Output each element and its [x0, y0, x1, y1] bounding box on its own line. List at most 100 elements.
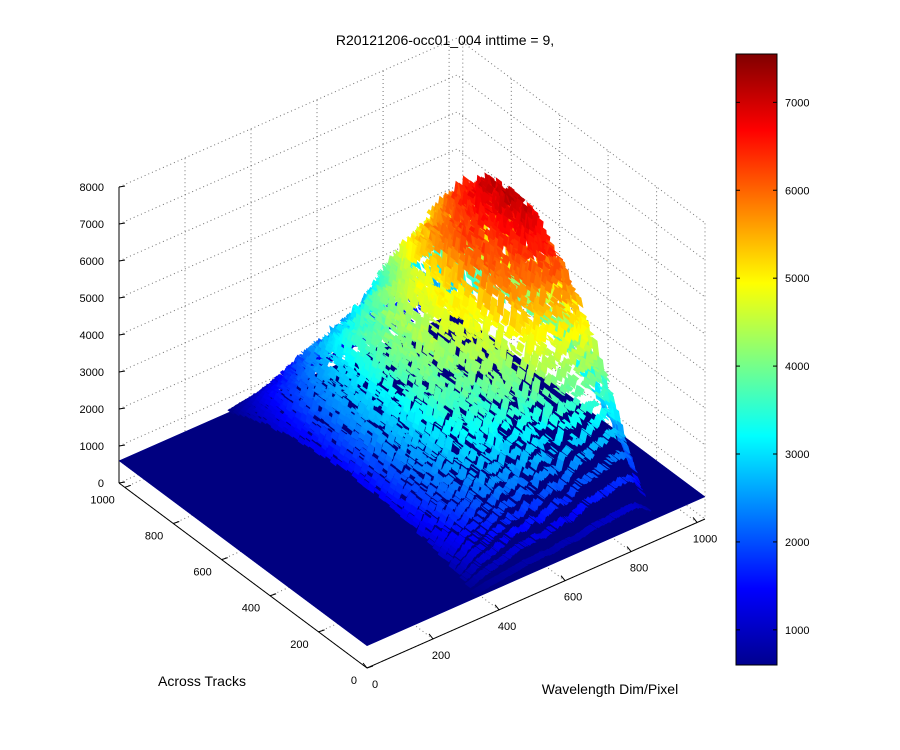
surface-cell	[485, 208, 493, 214]
y-tick-mark	[221, 557, 228, 561]
surface-cell	[386, 286, 395, 301]
surface-cell	[420, 387, 430, 393]
surface-cell	[254, 415, 263, 424]
colorbar-tick-label: 6000	[785, 185, 809, 197]
surface-cell	[395, 419, 404, 428]
z-tick-label: 6000	[80, 256, 104, 268]
surface-cell	[378, 470, 388, 477]
surface-cell	[414, 398, 424, 404]
surface-cell	[325, 377, 334, 385]
surface-cell	[378, 433, 387, 444]
z-tick-mark	[118, 259, 126, 262]
surface-cell	[356, 472, 366, 486]
surface-cell	[323, 358, 334, 364]
surface-cell	[404, 432, 413, 446]
surface-cell	[310, 433, 319, 443]
surface-cell	[465, 284, 474, 293]
z-tick-mark	[118, 481, 126, 484]
colorbar-gradient	[735, 53, 778, 666]
surface-cell	[311, 352, 319, 358]
surface-cell	[443, 333, 452, 341]
surface-cell	[385, 374, 394, 389]
surface-cell	[458, 334, 467, 342]
surface-cell	[283, 388, 292, 397]
y-tick-label: 0	[351, 675, 357, 687]
surface-cell	[464, 326, 473, 336]
colorbar-tick-label: 1000	[785, 625, 809, 637]
surface-cell	[391, 440, 399, 448]
surface-cell	[273, 384, 281, 390]
x-tick-label: 200	[432, 650, 450, 662]
z-tick-mark	[118, 444, 126, 447]
colorbar-tick-label: 2000	[785, 537, 809, 549]
z-tick-mark	[118, 333, 126, 336]
surface-cell	[366, 466, 375, 474]
surface-cell	[422, 260, 432, 275]
y-tick-label: 600	[193, 567, 211, 579]
surface-cell	[274, 388, 283, 395]
surface-cell	[389, 385, 398, 394]
surface-cell	[273, 405, 282, 413]
surface-cell	[379, 342, 389, 348]
y-tick-label: 1000	[90, 494, 114, 506]
y-tick-label: 400	[242, 603, 260, 615]
y-axis-label: Across Tracks	[158, 673, 246, 689]
surface-cell	[398, 384, 408, 390]
surface-cell	[388, 447, 398, 453]
surface-cell	[539, 321, 548, 344]
surface-cell	[421, 243, 430, 259]
x-tick-label: 400	[498, 621, 516, 633]
surface-cell	[426, 243, 435, 252]
surface-cell	[390, 375, 400, 381]
surface-cell	[385, 452, 394, 464]
surface-cell	[290, 368, 299, 375]
z-tick-label: 4000	[80, 330, 104, 342]
surface-cell	[337, 388, 346, 397]
surface-cell	[437, 348, 446, 359]
surface-cell	[417, 376, 426, 382]
surface-cell	[425, 273, 435, 286]
surface-cell	[469, 292, 478, 301]
x-tick-label: 0	[372, 679, 378, 691]
z-tick-label: 2000	[80, 404, 104, 416]
surface-cell	[434, 368, 444, 374]
surface-cell	[469, 333, 478, 340]
surface-cell	[361, 347, 370, 355]
z-tick-mark	[118, 222, 126, 225]
y-tick-mark	[124, 484, 131, 488]
surface-cell	[415, 281, 424, 291]
surface-cell	[505, 204, 514, 220]
surface-cell	[460, 242, 470, 248]
y-tick-mark	[318, 629, 325, 633]
surface-cell	[356, 376, 365, 388]
z-tick-mark	[118, 407, 126, 410]
x-tick-label: 1000	[693, 533, 717, 545]
surface-cell	[516, 341, 525, 354]
surface-cell	[312, 357, 321, 366]
surface-cell	[314, 378, 323, 385]
surface-cell	[467, 264, 476, 279]
surface-cell	[351, 395, 360, 407]
z-tick-mark	[118, 296, 126, 299]
surface-cell	[393, 440, 401, 447]
surface-cell	[370, 393, 379, 399]
surface-cell	[485, 183, 494, 195]
surface-cell	[339, 321, 349, 328]
surface-cell	[375, 461, 384, 473]
surface-cell	[376, 420, 386, 427]
surface-cell	[402, 369, 411, 376]
colorbar-tick-label: 5000	[785, 273, 809, 285]
surface-cell	[378, 322, 388, 327]
surface-cell	[341, 396, 350, 409]
z-tick-label: 8000	[80, 182, 104, 194]
colorbar: 1000 2000 3000 4000 5000 6000 7000	[735, 53, 809, 666]
chart-title: R20121206-occ01_004 inttime = 9,	[336, 32, 554, 48]
surface-cell	[306, 384, 315, 400]
z-tick-mark	[118, 185, 126, 188]
colorbar-tick-label: 7000	[785, 97, 809, 109]
surface-cell	[460, 330, 469, 340]
colorbar-tick-label: 3000	[785, 449, 809, 461]
surface-cell	[340, 427, 348, 434]
z-gridline	[118, 37, 706, 224]
